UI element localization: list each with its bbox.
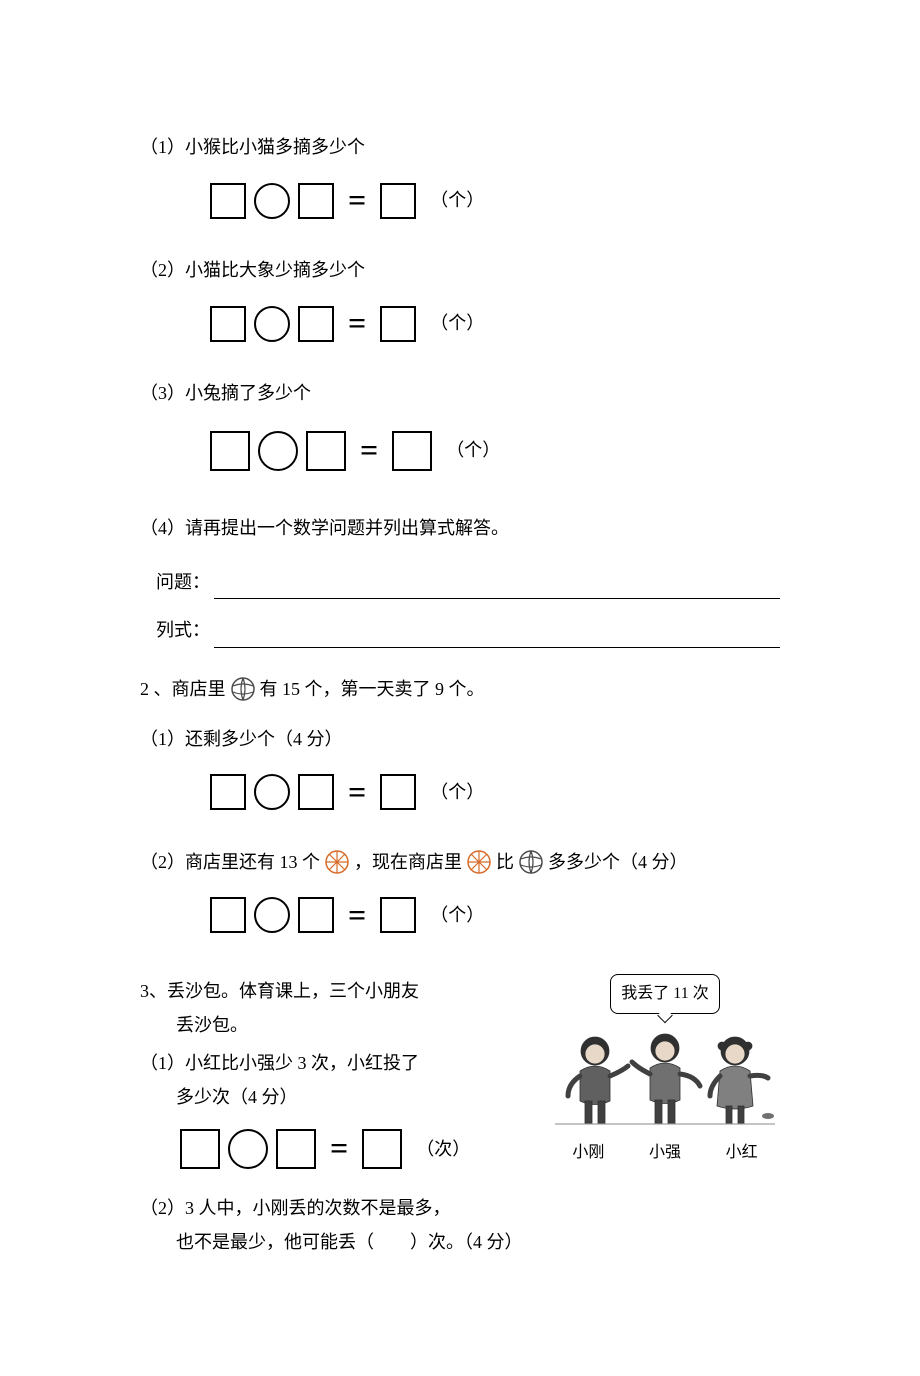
q2-p2-a: （2）商店里还有 13 个	[140, 845, 320, 879]
q3-p2-b: 也不是最少，他可能丢（ ）次。（4 分）	[176, 1232, 523, 1252]
kid1-label: 小刚	[572, 1138, 604, 1168]
blank-circle[interactable]	[254, 306, 290, 342]
q3-intro-b: 丢沙包。	[176, 1015, 248, 1035]
q3-p2-a: （2）3 人中，小刚丢的次数不是最多，	[140, 1198, 451, 1218]
blank-square[interactable]	[380, 897, 416, 933]
unit-label: （个）	[430, 775, 484, 809]
q2-p2-d: 多多少个（4 分）	[548, 845, 688, 879]
blank-square[interactable]	[380, 306, 416, 342]
blank-square[interactable]	[380, 183, 416, 219]
speech-bubble: 我丢了 11 次	[610, 974, 719, 1014]
blank-square[interactable]	[276, 1129, 316, 1169]
blank-square[interactable]	[210, 306, 246, 342]
blank-circle[interactable]	[254, 183, 290, 219]
q3-text-col: 3、丢沙包。体育课上，三个小朋友 丢沙包。 （1）小红比小强少 3 次，小红投了…	[140, 974, 530, 1192]
q3-intro-a: 3、丢沙包。体育课上，三个小朋友	[140, 981, 419, 1001]
q3-part2: （2）3 人中，小刚丢的次数不是最多， 也不是最少，他可能丢（ ）次。（4 分）	[140, 1191, 780, 1259]
blank-square[interactable]	[380, 774, 416, 810]
blank-square[interactable]	[210, 183, 246, 219]
blank-circle[interactable]	[228, 1129, 268, 1169]
basketball-icon	[324, 849, 350, 875]
kid2-label: 小强	[649, 1138, 681, 1168]
blank-underline[interactable]	[214, 577, 780, 600]
worksheet-page: （1）小猴比小猫多摘多少个 = （个） （2）小猫比大象少摘多少个 = （个） …	[0, 0, 920, 1376]
blank-square[interactable]	[392, 431, 432, 471]
q2-part2: （2）商店里还有 13 个 ，现在商店里 比	[140, 845, 780, 946]
q3-figure-col: 我丢了 11 次	[550, 974, 780, 1169]
volleyball-icon	[230, 676, 256, 702]
equation-row: = （个）	[210, 293, 780, 354]
kid3-label: 小红	[726, 1138, 758, 1168]
unit-label: （个）	[446, 433, 500, 467]
q1-part2: （2）小猫比大象少摘多少个 = （个）	[140, 253, 780, 354]
equation-row: = （次）	[180, 1118, 530, 1179]
q1-part4: （4）请再提出一个数学问题并列出算式解答。 问题： 列式：	[140, 511, 780, 648]
q2-intro-b: 有 15 个，第一天卖了 9 个。	[260, 672, 485, 706]
kids-illustration-icon	[550, 1016, 780, 1136]
unit-label: （次）	[416, 1132, 470, 1166]
q1-part3: （3）小兔摘了多少个 = （个）	[140, 376, 780, 481]
unit-label: （个）	[430, 183, 484, 217]
equals-sign: =	[348, 885, 366, 946]
blank-square[interactable]	[298, 306, 334, 342]
q3-p1-b: 多少次（4 分）	[176, 1087, 298, 1107]
blank-square[interactable]	[210, 431, 250, 471]
unit-label: （个）	[430, 898, 484, 932]
q1-p4-label: （4）请再提出一个数学问题并列出算式解答。	[140, 511, 780, 545]
blank-circle[interactable]	[258, 431, 298, 471]
equation-row: = （个）	[210, 170, 780, 231]
volleyball-icon	[518, 849, 544, 875]
fill-line-question: 问题：	[156, 565, 780, 599]
blank-circle[interactable]	[254, 774, 290, 810]
blank-square[interactable]	[210, 774, 246, 810]
kids-figure: 我丢了 11 次	[550, 974, 780, 1169]
q1-p1-label: （1）小猴比小猫多摘多少个	[140, 130, 780, 164]
q3-p1-a: （1）小红比小强少 3 次，小红投了	[140, 1053, 419, 1073]
q2-intro: 2 、商店里 有 15 个，第一天卖了 9 个。	[140, 672, 780, 706]
q2-intro-line: 2 、商店里 有 15 个，第一天卖了 9 个。	[140, 672, 485, 706]
q1-p3-label: （3）小兔摘了多少个	[140, 376, 780, 410]
q2-p2-b: ，现在商店里	[354, 845, 462, 879]
q2-p1-label: （1）还剩多少个（4 分）	[140, 722, 780, 756]
speech-text: 我丢了 11 次	[621, 985, 708, 1002]
equals-sign: =	[360, 420, 378, 481]
equals-sign: =	[348, 293, 366, 354]
equation-row: = （个）	[210, 420, 780, 481]
q2-intro-a: 2 、商店里	[140, 672, 226, 706]
blank-square[interactable]	[298, 774, 334, 810]
blank-underline[interactable]	[214, 625, 780, 648]
kids-labels: 小刚 小强 小红	[550, 1138, 780, 1168]
q2-p2-line: （2）商店里还有 13 个 ，现在商店里 比	[140, 845, 688, 879]
fill-line-expression: 列式：	[156, 613, 780, 647]
blank-square[interactable]	[180, 1129, 220, 1169]
fill-label: 问题：	[156, 565, 210, 599]
equals-sign: =	[348, 170, 366, 231]
blank-square[interactable]	[298, 897, 334, 933]
q2-p2-c: 比	[496, 845, 514, 879]
q1-p2-label: （2）小猫比大象少摘多少个	[140, 253, 780, 287]
fill-label: 列式：	[156, 613, 210, 647]
blank-square[interactable]	[210, 897, 246, 933]
q3-part1: （1）小红比小强少 3 次，小红投了 多少次（4 分）	[140, 1046, 530, 1114]
q3-intro: 3、丢沙包。体育课上，三个小朋友 丢沙包。	[140, 974, 530, 1042]
unit-label: （个）	[430, 306, 484, 340]
equals-sign: =	[330, 1118, 348, 1179]
blank-square[interactable]	[362, 1129, 402, 1169]
q2-part1: （1）还剩多少个（4 分） = （个）	[140, 722, 780, 823]
blank-square[interactable]	[298, 183, 334, 219]
equals-sign: =	[348, 762, 366, 823]
equation-row: = （个）	[210, 762, 780, 823]
q1-part1: （1）小猴比小猫多摘多少个 = （个）	[140, 130, 780, 231]
basketball-icon	[466, 849, 492, 875]
equation-row: = （个）	[210, 885, 780, 946]
blank-circle[interactable]	[254, 897, 290, 933]
blank-square[interactable]	[306, 431, 346, 471]
q3-row: 3、丢沙包。体育课上，三个小朋友 丢沙包。 （1）小红比小强少 3 次，小红投了…	[140, 974, 780, 1192]
